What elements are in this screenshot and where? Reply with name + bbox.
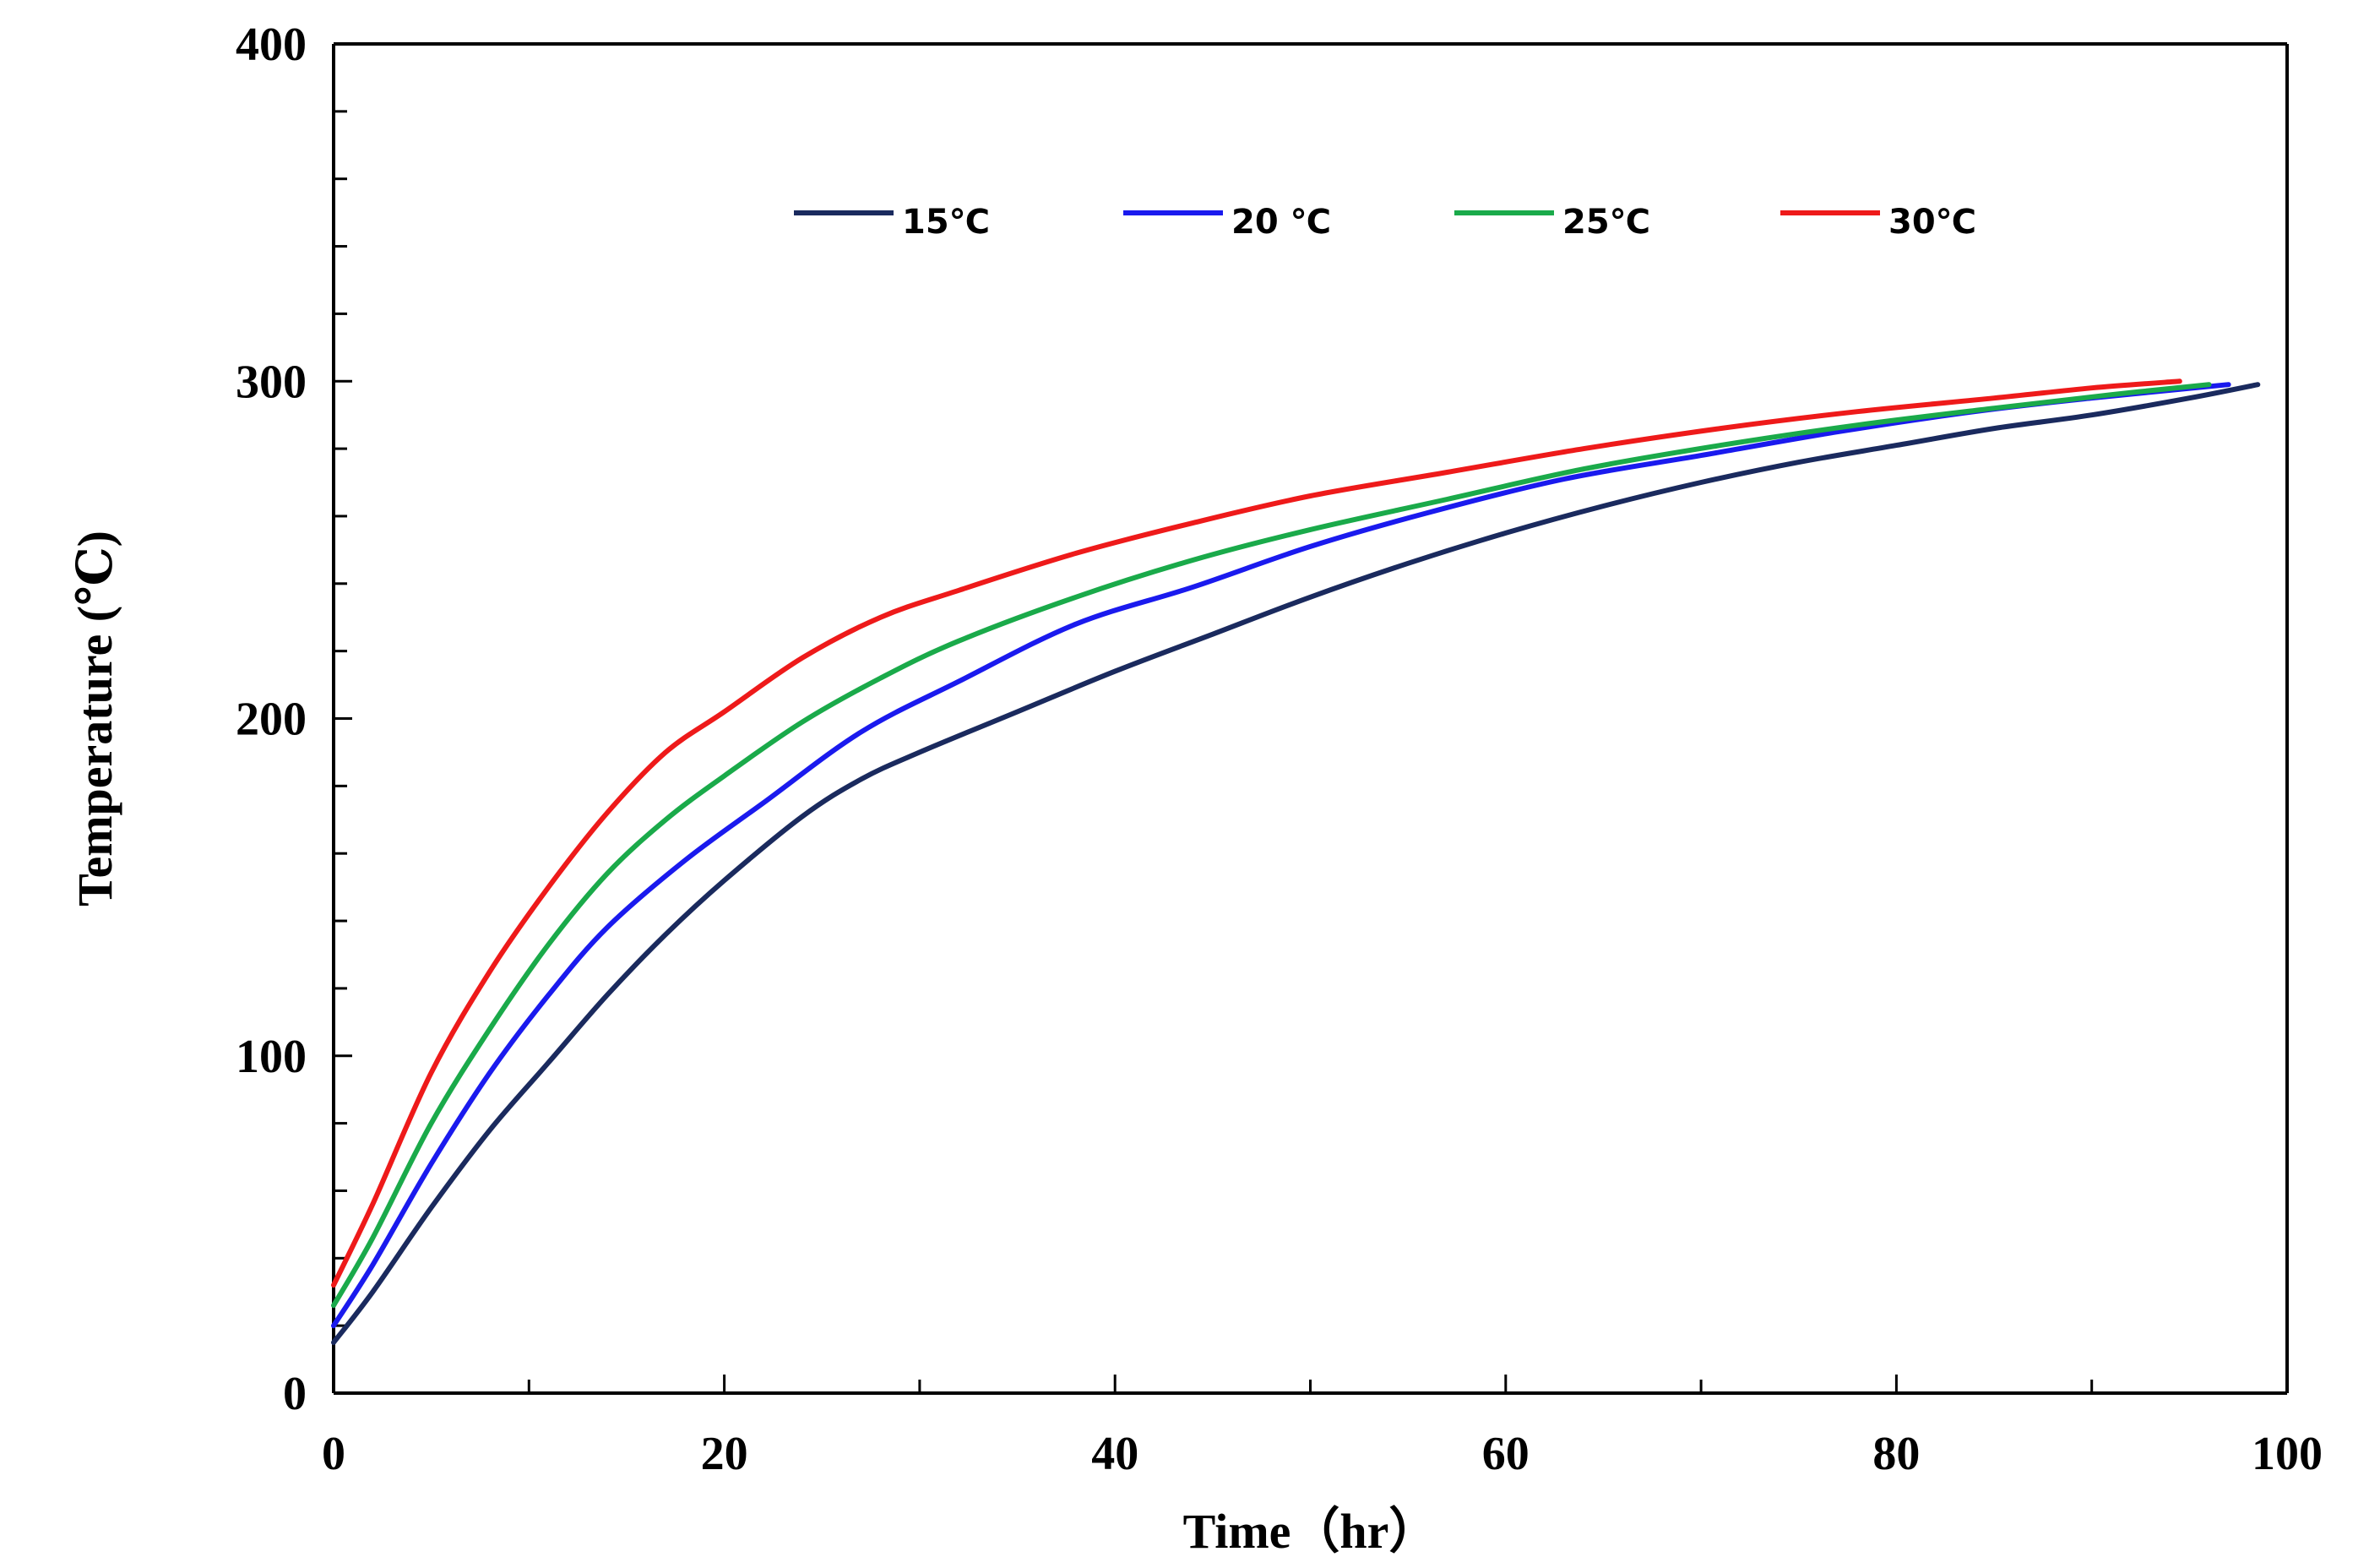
x-tick-label: 0 [322, 1428, 345, 1480]
series-line-4 [331, 378, 2182, 1288]
x-tick-label: 20 [701, 1428, 748, 1480]
legend-label-4: 30℃ [1888, 203, 1976, 242]
x-axis-ticks: 0 20 40 60 80 100 [322, 1375, 2323, 1480]
series-lines [331, 378, 2261, 1346]
y-tick-label: 0 [283, 1368, 307, 1420]
legend-label-3: 25℃ [1562, 203, 1650, 242]
y-tick-label: 300 [236, 356, 307, 408]
y-tick-label: 200 [236, 694, 307, 746]
series-line-1 [331, 382, 2261, 1346]
x-tick-label: 100 [2252, 1428, 2323, 1480]
x-tick-label: 80 [1872, 1428, 1920, 1480]
series-line-2 [331, 382, 2231, 1329]
x-axis-title: Time（hr） [1183, 1504, 1438, 1559]
y-axis-title: Temperature (℃) [68, 531, 122, 906]
legend-label-1: 15℃ [902, 203, 990, 242]
series-line-3 [331, 382, 2212, 1309]
x-tick-label: 60 [1482, 1428, 1530, 1480]
y-tick-label: 100 [236, 1031, 307, 1083]
y-axis-ticks: 0 100 200 300 400 [236, 19, 352, 1420]
legend-label-2: 20 ℃ [1231, 203, 1331, 242]
legend: 15℃ 20 ℃ 25℃ 30℃ [794, 203, 1976, 242]
y-tick-label: 400 [236, 19, 307, 71]
x-tick-label: 40 [1091, 1428, 1138, 1480]
